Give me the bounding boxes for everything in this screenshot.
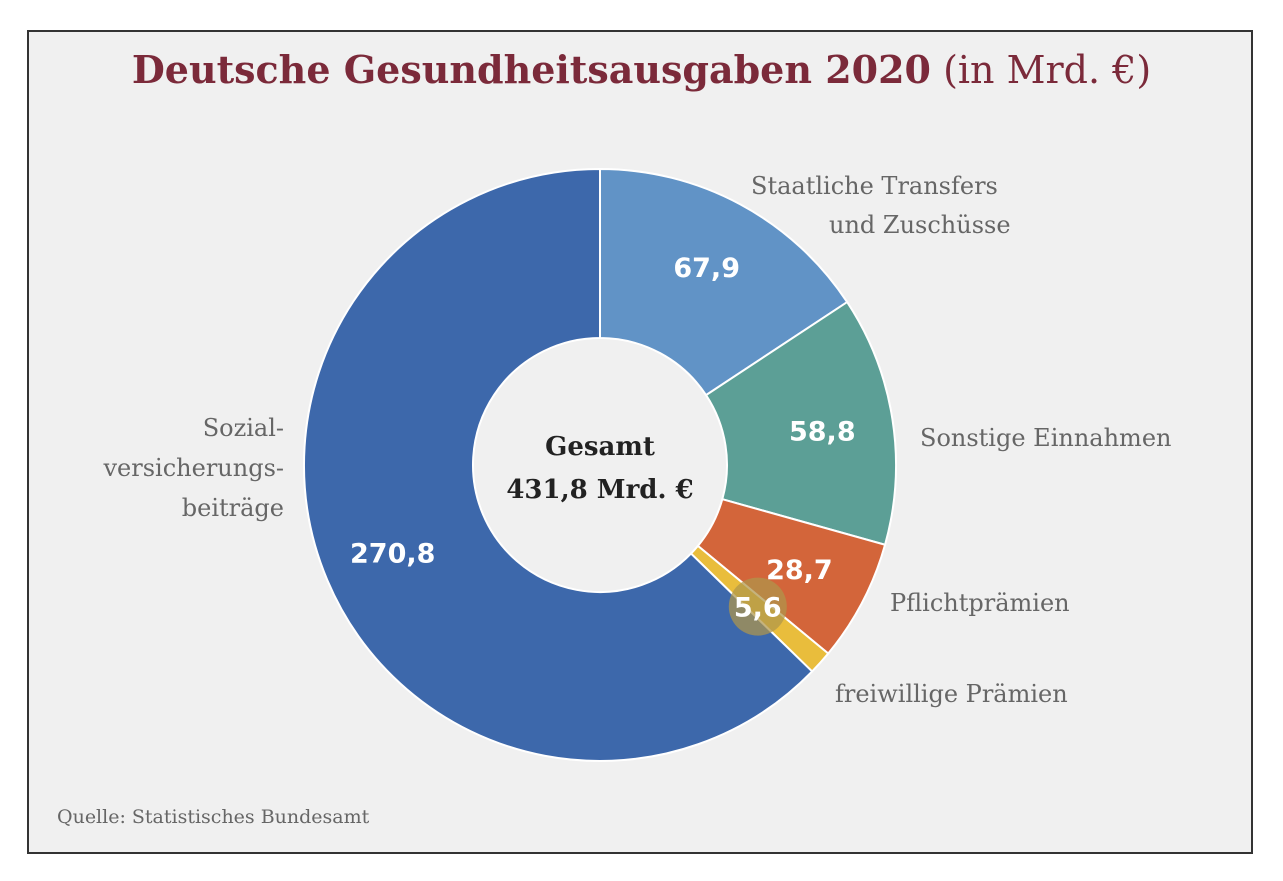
center-label-title: Gesamt	[545, 432, 655, 462]
donut-slices	[303, 167, 897, 762]
legend-sonstige: Sonstige Einnahmen	[920, 424, 1172, 452]
legend-sozial-line3: beiträge	[181, 494, 284, 522]
legend-staat-line1: Staatliche Transfers	[751, 172, 998, 200]
title-main: Deutsche Gesundheitsausgaben 2020	[131, 47, 931, 92]
legend-sozial-line1: Sozial-	[202, 414, 284, 442]
value-label-pflichtpramien: 28,7	[766, 555, 833, 586]
legend-staat-line2: und Zuschüsse	[829, 211, 1011, 239]
slice-sonstige-einnahmen	[704, 300, 897, 546]
source-note: Quelle: Statistisches Bundesamt	[57, 806, 370, 828]
legend-freiwillig: freiwillige Prämien	[835, 680, 1068, 708]
legend-sozial-line2: versicherungs-	[103, 454, 284, 482]
center-label-total: 431,8 Mrd. €	[506, 475, 693, 505]
value-label-sonstige-einnahmen: 58,8	[789, 416, 856, 447]
chart-title: Deutsche Gesundheitsausgaben 2020 (in Mr…	[0, 47, 1283, 92]
value-labels: 67,9 58,8 28,7 5,6 270,8	[350, 253, 856, 624]
freiwillig-highlight-dot	[728, 577, 787, 636]
slice-staatliche-transfers-und-zuschusse	[599, 167, 849, 397]
value-label-staatliche-transfers-und-zuschusse: 67,9	[673, 253, 740, 284]
value-label-sozialversicherungsbeitrage: 270,8	[350, 539, 435, 570]
legend-pflicht: Pflichtprämien	[890, 589, 1070, 617]
title-unit: (in Mrd. €)	[943, 48, 1152, 92]
value-label-freiwillige-pramien: 5,6	[734, 593, 782, 624]
slice-sozialversicherungsbeitrage	[303, 167, 814, 762]
